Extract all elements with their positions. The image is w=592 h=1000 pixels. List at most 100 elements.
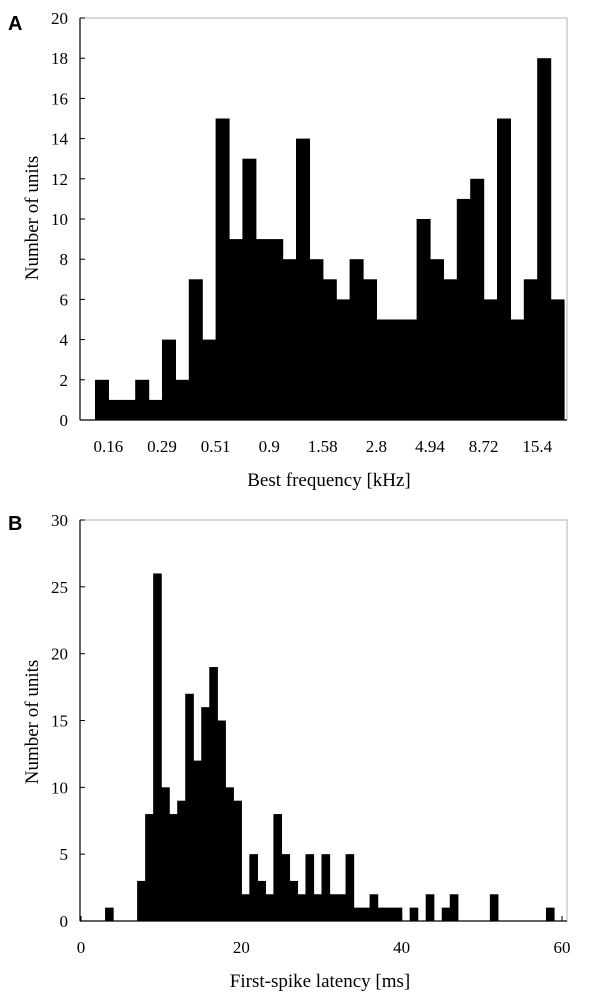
panel-b-bar xyxy=(249,854,258,921)
panel-a-bar xyxy=(376,319,391,420)
panel-b-x-tick-label: 40 xyxy=(393,938,410,957)
panel-a-x-tick-label: 0.9 xyxy=(259,437,280,456)
panel-b-bar xyxy=(337,894,347,921)
panel-a-bar xyxy=(108,399,123,420)
panel-b-bar xyxy=(281,854,291,921)
panel-a-y-tick-label: 4 xyxy=(60,331,69,350)
panel-b-x-tick-label: 0 xyxy=(77,938,86,957)
panel-b-x-axis-label: First-spike latency [ms] xyxy=(230,971,410,992)
panel-a-y-tick-label: 2 xyxy=(60,371,69,390)
panel-a-bar xyxy=(282,259,297,420)
panel-b-bar xyxy=(321,854,331,921)
panel-b-bar xyxy=(369,894,379,921)
panel-a-x-axis: 0.16 0.29 0.51 0.9 1.58 2.8 4.94 8.72 15.4 xyxy=(94,437,553,456)
panel-a-x-tick-label: 15.4 xyxy=(522,437,552,456)
panel-a-x-tick-label: 8.72 xyxy=(469,437,499,456)
panel-b-bar xyxy=(393,907,403,921)
panel-b-bar xyxy=(297,894,307,921)
panel-b-bar xyxy=(217,720,226,921)
panel-b-bar xyxy=(185,693,194,921)
panel-a-y-tick-label: 12 xyxy=(51,170,68,189)
panel-b-bar xyxy=(361,907,371,921)
panel-a-x-tick-label: 2.8 xyxy=(366,437,387,456)
panel-b-bar xyxy=(441,907,451,921)
panel-a-bar xyxy=(550,299,565,420)
panel-a-x-tick-label: 1.58 xyxy=(308,437,338,456)
panel-a-bar xyxy=(148,399,163,420)
panel-b-bar xyxy=(289,880,299,921)
panel-a-bar xyxy=(483,299,498,420)
panel-b-bar xyxy=(145,814,154,921)
panel-a-x-axis-label: Best frequency [kHz] xyxy=(247,470,411,491)
panel-b-bar xyxy=(273,814,283,921)
panel-a-y-tick-label: 14 xyxy=(51,130,69,149)
panel-a: A 0 2 4 6 8 10 12 14 16 18 20 0.16 0.29 0.51 0.9 1.58 2… xyxy=(8,9,568,491)
panel-b-bar xyxy=(177,800,186,921)
panel-a-bar xyxy=(255,239,270,420)
panel-a-bar xyxy=(269,239,284,420)
panel-b-bar xyxy=(257,880,266,921)
panel-b-bars xyxy=(105,573,555,921)
panel-a-y-tick-label: 18 xyxy=(51,49,68,68)
panel-a-y-tick-label: 6 xyxy=(60,290,69,309)
panel-a-label: A xyxy=(8,13,22,35)
panel-a-y-tick-label: 8 xyxy=(60,250,69,269)
panel-b-y-axis-label: Number of units xyxy=(22,660,43,785)
panel-a-bar xyxy=(510,319,525,420)
panel-a-bar xyxy=(135,379,150,420)
panel-a-bar xyxy=(430,259,444,420)
panel-a-bar xyxy=(497,118,511,420)
panel-a-y-tick-label: 16 xyxy=(51,89,68,108)
panel-b-bar xyxy=(425,894,435,921)
panel-b-bar xyxy=(105,907,114,921)
panel-a-bar xyxy=(229,239,243,420)
panel-b-bar xyxy=(201,707,210,921)
panel-b-bar xyxy=(409,907,419,921)
panel-b-y-tick-label: 20 xyxy=(51,645,68,664)
panel-a-x-tick-label: 4.94 xyxy=(415,437,445,456)
panel-a-bar xyxy=(537,58,552,420)
panel-b-bar xyxy=(169,814,178,921)
panel-a-bar xyxy=(242,158,257,420)
panel-a-bar xyxy=(215,118,230,420)
panel-a-x-tick-label: 0.51 xyxy=(201,437,231,456)
panel-b-bar xyxy=(313,894,323,921)
panel-b-y-tick-label: 25 xyxy=(51,578,68,597)
panel-b-bar xyxy=(241,894,250,921)
panel-a-x-tick-label: 0.29 xyxy=(147,437,177,456)
panel-b-bar xyxy=(153,573,162,921)
panel-a-bar xyxy=(349,259,364,420)
panel-a-bar xyxy=(443,279,458,420)
panel-b-bar xyxy=(489,894,499,921)
panel-a-bars xyxy=(95,58,565,420)
panel-b-bar xyxy=(449,894,459,921)
panel-a-bar xyxy=(202,339,217,420)
panel-a-bar xyxy=(162,339,176,420)
panel-b-bar xyxy=(377,907,387,921)
panel-b-bar xyxy=(161,787,170,921)
panel-a-y-tick-label: 20 xyxy=(51,9,68,28)
panel-b-bar xyxy=(545,907,555,921)
panel-a-y-tick-label: 10 xyxy=(51,210,68,229)
panel-a-bar xyxy=(322,279,337,420)
panel-a-y-axis: 0 2 4 6 8 10 12 14 16 18 20 xyxy=(51,9,85,430)
panel-b: B 0 5 10 15 20 25 30 0 20 40 60 First-spike laten… xyxy=(8,511,571,992)
panel-b-y-tick-label: 15 xyxy=(51,712,68,731)
panel-b-bar xyxy=(385,907,395,921)
panel-b-y-axis: 0 5 10 15 20 25 30 xyxy=(51,511,85,931)
panel-a-bar xyxy=(523,279,538,420)
panel-b-bar xyxy=(137,880,146,921)
panel-a-bar xyxy=(470,178,485,420)
panel-b-x-tick-label: 60 xyxy=(554,938,571,957)
panel-a-bar xyxy=(95,379,109,420)
panel-a-y-tick-label: 0 xyxy=(60,411,69,430)
panel-b-bar xyxy=(233,800,242,921)
panel-b-bar xyxy=(265,894,274,921)
panel-b-x-tick-label: 20 xyxy=(233,938,250,957)
panel-a-bar xyxy=(336,299,351,420)
panel-b-x-axis: 0 20 40 60 xyxy=(77,916,571,957)
panel-b-bar xyxy=(305,854,315,921)
panel-b-y-tick-label: 30 xyxy=(51,511,68,530)
panel-a-y-axis-label: Number of units xyxy=(22,156,43,281)
